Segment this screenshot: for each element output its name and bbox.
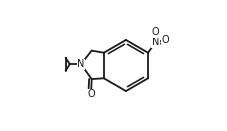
Text: N: N — [77, 59, 85, 69]
Text: N: N — [152, 37, 159, 47]
Text: O: O — [161, 35, 169, 45]
Text: O: O — [87, 89, 95, 99]
Text: O: O — [152, 27, 159, 37]
